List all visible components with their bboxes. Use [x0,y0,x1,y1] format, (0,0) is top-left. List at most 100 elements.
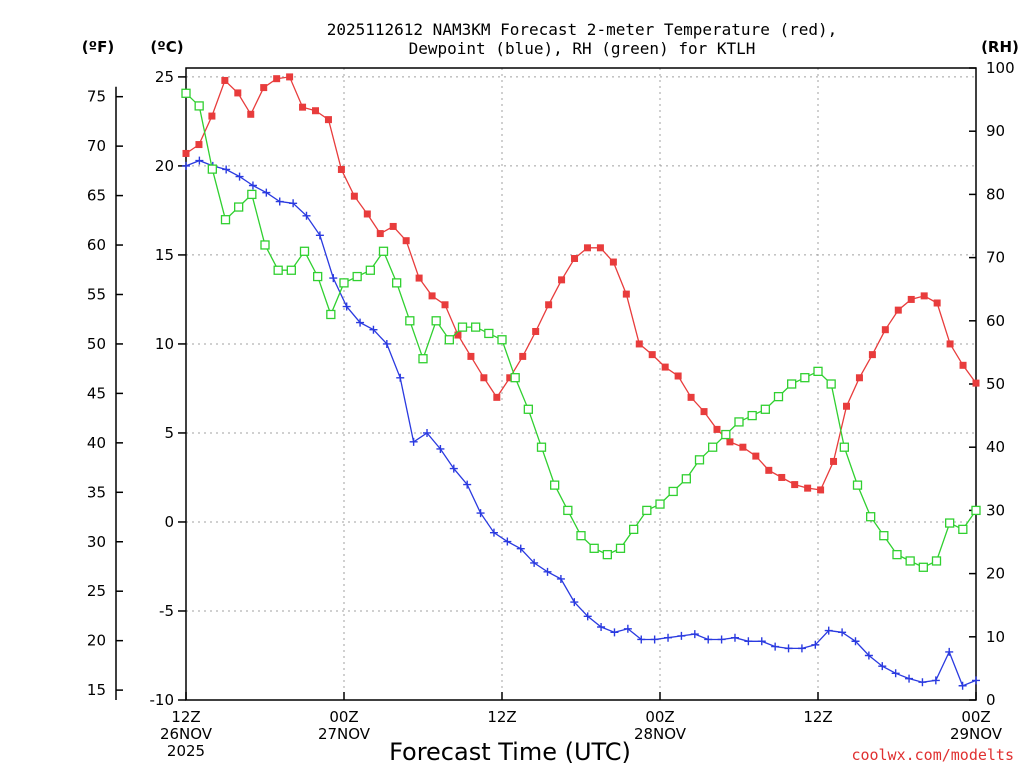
rh-point [681,474,691,484]
rh-point [642,505,652,516]
temperature-point [842,402,850,410]
rh-point [866,512,876,522]
temperature-point [350,192,358,200]
rh-point [852,480,863,490]
rh-tick-label: 10 [986,628,1005,646]
rh-point [589,543,599,553]
credit-text: coolwx.com/modelts [851,746,1014,764]
temperature-point [959,361,967,369]
x-tick-label: 2025 [167,742,205,760]
dewpoint-point [222,165,231,174]
dewpoint-point [315,231,324,240]
rh-tick-label: 70 [986,249,1005,267]
temperature-point [855,374,863,382]
dewpoint-point [182,161,190,170]
dewpoint-point [262,188,271,197]
temperature-point [687,393,695,401]
temperature-point [804,484,812,492]
temperature-point [480,374,488,382]
dewpoint-point [570,598,579,607]
fahrenheit-tick-label: 50 [87,335,106,353]
dewpoint-point [597,623,606,632]
temperature-point [286,73,294,81]
temperature-point [700,408,708,416]
dewpoint-point [730,633,739,642]
temperature-point [778,473,786,481]
rh-point [655,499,665,509]
temperature-point [402,237,410,245]
fahrenheit-tick-label: 60 [87,236,106,254]
temperature-point [609,258,617,266]
rh-point [839,442,849,452]
rh-point [260,240,270,250]
temperature-point [713,425,721,433]
dewpoint-point [329,274,338,283]
rh-point [273,265,283,275]
rh-tick-label: 80 [986,185,1005,203]
temperature-point [739,443,747,451]
temperature-point [415,274,423,282]
grid-lines [186,68,976,700]
dewpoint-point [235,172,244,181]
rh-point [892,549,902,560]
temperature-point [519,352,527,360]
temperature-point [868,351,876,359]
fahrenheit-tick-label: 75 [87,88,106,106]
rh-point [563,505,573,516]
dewpoint-point [958,681,967,690]
temperature-point [674,372,682,380]
temperature-point [830,457,838,465]
rh-point [721,429,731,440]
dewpoint-point [690,630,699,639]
x-tick-label: 26NOV [160,725,213,743]
dewpoint-point [463,480,472,489]
temperature-point [182,149,190,157]
rh-tick-label: 30 [986,501,1005,519]
rh-point [905,556,915,566]
x-tick-label: 29NOV [950,725,1003,743]
celsius-tick-label: 15 [155,246,174,264]
dewpoint-point [382,339,391,348]
celsius-tick-label: -10 [150,691,175,709]
temperature-point [635,340,643,348]
x-tick-label: 12Z [803,708,832,726]
series-line-2 [185,92,977,569]
temperature-point [247,110,255,118]
x-tick-label: 27NOV [318,725,371,743]
temperature-point [571,254,579,262]
temperature-point [545,301,553,309]
dewpoint-point [195,156,204,165]
rh-tick-label: 0 [986,691,996,709]
rh-point [457,322,468,332]
temperature-point [881,326,889,334]
rh-point [431,316,441,326]
temperature-point [273,75,281,83]
dewpoint-point [784,644,793,653]
x-axis-title: Forecast Time (UTC) [389,738,631,766]
rh-point [747,410,757,421]
temperature-point [363,210,371,218]
rh-point [550,480,560,490]
tick-labels: 2520151050-5-107570656055504540353025201… [87,59,1015,760]
fahrenheit-tick-label: 40 [87,434,106,452]
fahrenheit-tick-label: 55 [87,285,106,303]
dewpoint-point [931,676,940,685]
x-tick-label: 00Z [329,708,358,726]
rh-tick-label: 40 [986,438,1005,456]
rh-point [352,271,362,282]
temperature-point [454,331,462,339]
dewpoint-point [744,637,753,646]
fahrenheit-tick-label: 35 [87,483,106,501]
dewpoint-point [409,437,418,446]
dewpoint-point [824,626,833,635]
rh-point [247,189,257,200]
x-tick-label: 12Z [171,708,200,726]
dewpoint-point [556,574,565,583]
rh-point [708,442,718,452]
x-tick-label: 28NOV [634,725,687,743]
dewpoint-point [610,628,619,637]
temperature-point [972,379,980,387]
temperature-point [596,244,604,252]
dewpoint-point [423,428,432,437]
